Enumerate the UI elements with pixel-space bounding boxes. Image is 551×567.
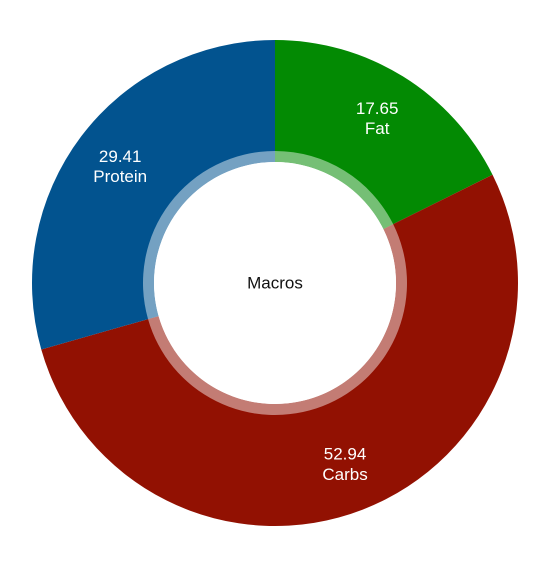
slice-name-protein: Protein — [93, 167, 147, 186]
donut-hole — [154, 162, 396, 404]
slice-value-fat: 17.65 — [356, 99, 399, 118]
slice-fat[interactable] — [275, 40, 493, 225]
slice-label-protein: 29.41 Protein — [93, 147, 147, 186]
slices-layer — [32, 40, 519, 527]
rim-protein — [141, 150, 275, 320]
rim-fat — [275, 150, 395, 230]
slice-protein[interactable] — [32, 40, 275, 350]
slice-name-carbs: Carbs — [322, 465, 367, 484]
inner-rim-layer — [141, 150, 408, 416]
slice-label-carbs: 52.94 Carbs — [322, 445, 367, 484]
slice-carbs[interactable] — [41, 174, 519, 527]
labels-layer: 17.65 Fat 52.94 Carbs 29.41 Protein — [93, 99, 398, 484]
slice-name-fat: Fat — [365, 119, 390, 138]
slice-value-carbs: 52.94 — [324, 445, 367, 464]
slice-label-fat: 17.65 Fat — [356, 99, 399, 138]
center-label: Macros — [247, 273, 303, 292]
slice-value-protein: 29.41 — [99, 147, 142, 166]
